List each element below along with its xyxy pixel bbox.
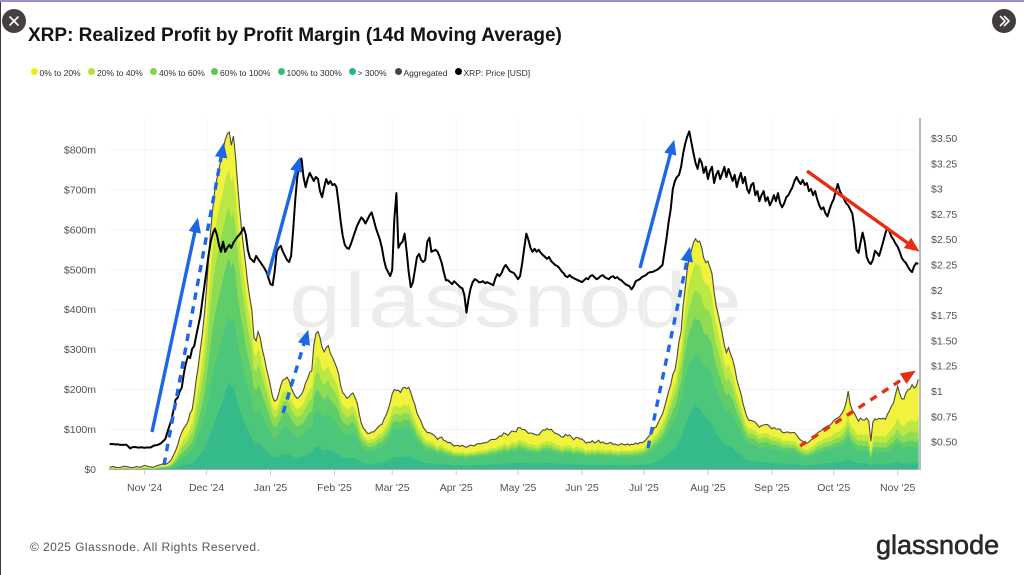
svg-text:Mar '25: Mar '25 [375, 482, 410, 494]
svg-text:May '25: May '25 [500, 482, 537, 494]
svg-text:Oct '25: Oct '25 [817, 482, 850, 494]
svg-text:$3.25: $3.25 [931, 158, 957, 170]
svg-text:$1: $1 [931, 386, 943, 398]
svg-text:$500m: $500m [64, 264, 96, 276]
svg-text:Nov '25: Nov '25 [880, 482, 915, 494]
svg-text:$100m: $100m [64, 424, 96, 436]
svg-text:$0.75: $0.75 [931, 411, 957, 423]
svg-text:Jan '25: Jan '25 [254, 482, 288, 494]
svg-text:$700m: $700m [64, 185, 96, 197]
svg-text:$600m: $600m [64, 224, 96, 236]
svg-text:$2.25: $2.25 [931, 260, 957, 272]
svg-text:Nov '24: Nov '24 [127, 482, 162, 494]
svg-text:$3.50: $3.50 [931, 133, 957, 145]
svg-text:$1.75: $1.75 [931, 310, 957, 322]
svg-text:$300m: $300m [64, 344, 96, 356]
svg-text:Dec '24: Dec '24 [189, 482, 224, 494]
svg-text:Feb '25: Feb '25 [317, 482, 352, 494]
svg-text:$1.50: $1.50 [931, 335, 957, 347]
svg-text:$1.25: $1.25 [931, 361, 957, 373]
svg-text:Sep '25: Sep '25 [754, 482, 789, 494]
svg-text:$2: $2 [931, 285, 943, 297]
svg-text:Jun '25: Jun '25 [565, 482, 599, 494]
svg-text:$200m: $200m [64, 384, 96, 396]
svg-text:Jul '25: Jul '25 [629, 482, 659, 494]
svg-text:$400m: $400m [64, 304, 96, 316]
svg-text:$2.75: $2.75 [931, 209, 957, 221]
svg-text:$3: $3 [931, 184, 943, 196]
svg-text:$2.50: $2.50 [931, 234, 957, 246]
svg-text:Apr '25: Apr '25 [440, 482, 473, 494]
svg-text:$0.50: $0.50 [931, 437, 957, 449]
svg-text:$800m: $800m [64, 145, 96, 157]
svg-text:$0: $0 [84, 464, 96, 476]
svg-text:Aug '25: Aug '25 [690, 482, 725, 494]
